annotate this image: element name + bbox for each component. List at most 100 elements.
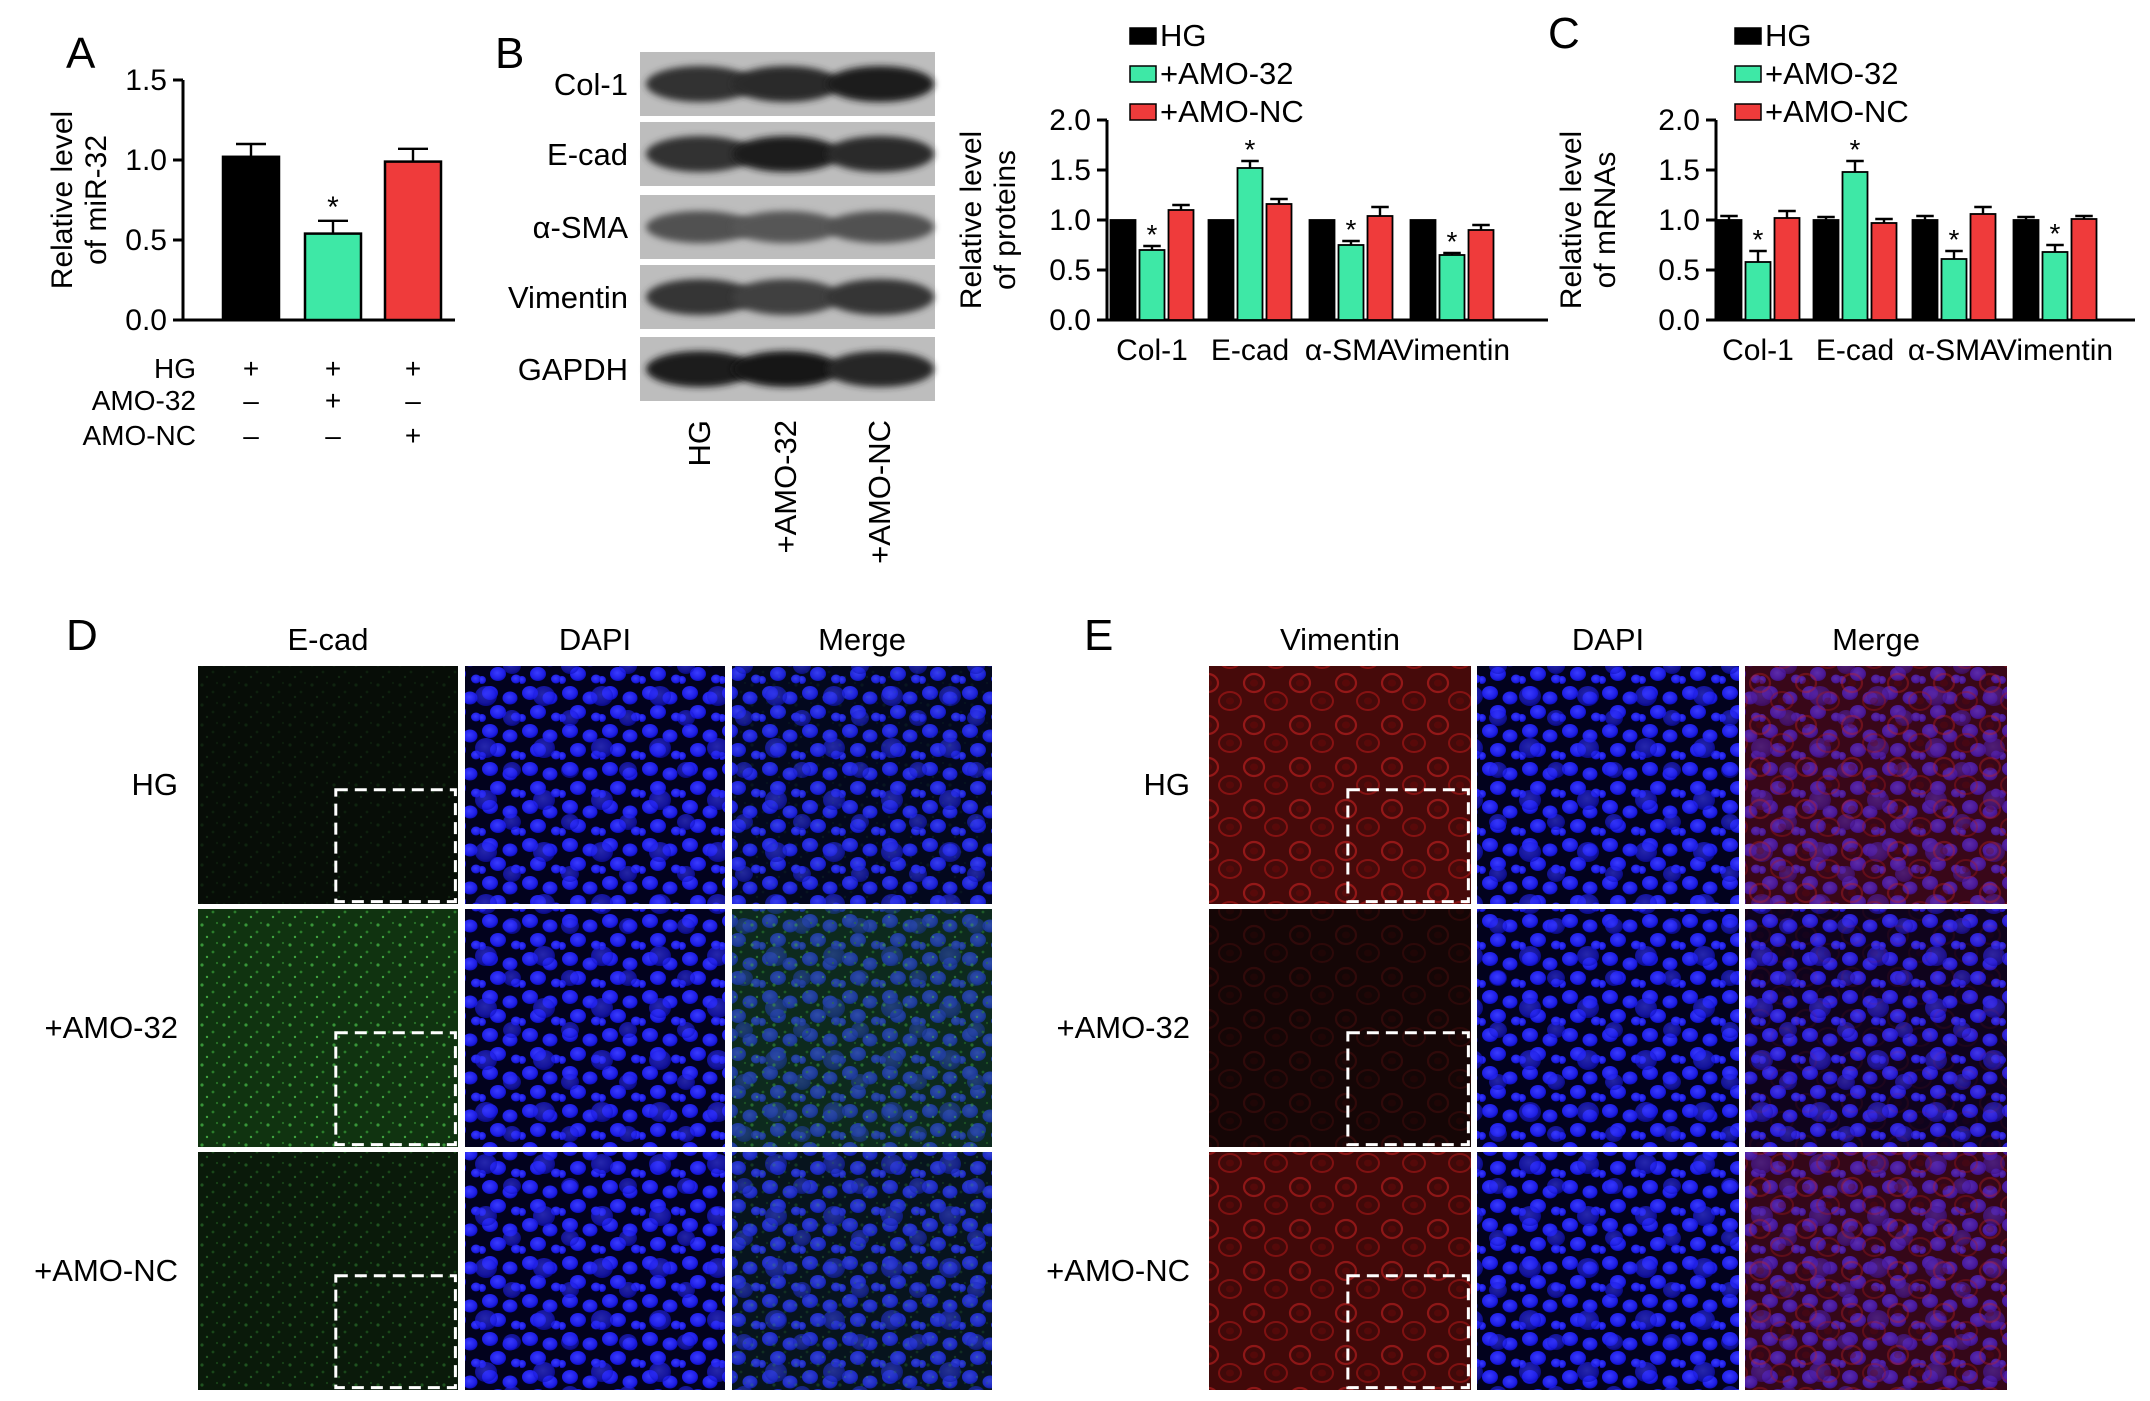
zoom-inset-box: [1346, 788, 1470, 904]
blot-row-label: α-SMA: [533, 210, 629, 245]
y-tick-label: 1.0: [125, 144, 167, 177]
legend-label: +AMO-NC: [1765, 94, 1909, 129]
treatment-cell: +: [243, 353, 259, 384]
bar-amo32: [1744, 261, 1772, 321]
blot-row-label: Col-1: [554, 67, 628, 102]
panel-letter-c: C: [1548, 9, 1580, 58]
legend-swatch: [1734, 103, 1762, 121]
y-tick-label: 0.5: [125, 224, 167, 257]
bar-amonc: [2070, 218, 2098, 321]
y-tick-label: 1.5: [1049, 154, 1091, 187]
nuclei-overlay: [465, 1152, 725, 1390]
merge-texture: [1745, 666, 2007, 904]
x-tick-label: α-SMA: [1305, 334, 1397, 367]
treatment-cell: +: [405, 420, 421, 451]
panel-letter-d: D: [66, 611, 98, 660]
bar-amo32: [1138, 249, 1166, 321]
nuclei-overlay: [1477, 909, 1739, 1147]
significance-star: *: [1447, 226, 1458, 257]
micrograph-vimentin: [1209, 1152, 1471, 1390]
significance-star: *: [327, 191, 339, 224]
micrograph-dapi: [1477, 909, 1739, 1147]
blot-band: [826, 66, 934, 102]
bar-hg: [221, 155, 281, 322]
western-blot: Col-1 E-cad α-SMA Vimentin GAPDH HG +AMO-32 +AM…: [508, 52, 935, 564]
stain-texture: [198, 1152, 458, 1390]
bar-amonc: [1969, 213, 1997, 321]
blot-row-α-sma: α-SMA: [533, 195, 935, 259]
micrograph-merge: [732, 1152, 992, 1390]
blot-band: [732, 136, 840, 172]
stain-texture: [1209, 666, 1471, 904]
y-tick-label: 2.0: [1658, 104, 1700, 137]
row-label: +AMO-NC: [34, 1253, 178, 1288]
micrograph-vimentin: [1209, 909, 1471, 1147]
nuclei-overlay: [465, 909, 725, 1147]
micrograph-merge: [1745, 909, 2007, 1147]
y-tick-label: 1.0: [1658, 204, 1700, 237]
bar-hg: [1911, 219, 1939, 321]
blot-band: [646, 211, 754, 243]
treatment-cell: +: [405, 353, 421, 384]
blot-lane-label: +AMO-NC: [862, 420, 897, 564]
blot-band: [732, 211, 840, 243]
x-tick-label: E-cad: [1816, 334, 1894, 367]
panel-letter-a: A: [66, 29, 96, 78]
column-header: Merge: [818, 622, 906, 657]
x-tick-label: Col-1: [1116, 334, 1188, 367]
merge-texture: [1745, 1152, 2007, 1390]
column-header: E-cad: [288, 622, 369, 657]
legend-label: +AMO-32: [1765, 56, 1899, 91]
treatment-cell: –: [243, 385, 259, 416]
significance-star: *: [2050, 218, 2061, 249]
row-label: +AMO-NC: [1046, 1253, 1190, 1288]
legend-label: HG: [1160, 18, 1207, 53]
blot-row-label: Vimentin: [508, 280, 628, 315]
row-label: +AMO-32: [44, 1010, 178, 1045]
treatment-cell: –: [243, 420, 259, 451]
significance-star: *: [1245, 134, 1256, 165]
bar-hg: [1715, 219, 1743, 321]
legend-label: +AMO-NC: [1160, 94, 1304, 129]
bar-amo-32: [303, 232, 363, 322]
blot-band: [646, 351, 754, 387]
blot-row-col-1: Col-1: [554, 52, 935, 116]
blot-band: [826, 136, 934, 172]
blot-band: [826, 279, 934, 315]
blot-row-e-cad: E-cad: [547, 122, 935, 186]
blot-row-vimentin: Vimentin: [508, 265, 935, 329]
blot-row-gapdh: GAPDH: [518, 337, 935, 401]
bar-hg: [1207, 219, 1235, 321]
y-tick-label: 0.0: [1658, 304, 1700, 337]
row-label: HG: [132, 767, 179, 802]
significance-star: *: [1949, 224, 1960, 255]
bar-amonc: [1773, 217, 1801, 321]
column-header: Merge: [1832, 622, 1920, 657]
micrograph-merge: [1745, 666, 2007, 904]
panel-letter-e: E: [1084, 611, 1113, 660]
y-axis-label: Relative levelof mRNAs: [1555, 131, 1622, 309]
significance-star: *: [1147, 219, 1158, 250]
bar-hg: [1109, 219, 1137, 321]
blot-row-label: E-cad: [547, 137, 628, 172]
merge-texture: [732, 1152, 992, 1390]
bar-amonc: [1167, 209, 1195, 321]
row-label: HG: [1144, 767, 1191, 802]
stain-texture: [1209, 909, 1471, 1147]
legend-swatch: [1734, 27, 1762, 45]
x-tick-label: Vimentin: [1394, 334, 1510, 367]
blot-band: [826, 211, 934, 243]
panel-e-immunofluorescence: Vimentin DAPI Merge HG +AMO-32 +AMO-NC: [1046, 622, 2007, 1390]
bar-hg: [1812, 219, 1840, 321]
micrograph-dapi: [465, 909, 725, 1147]
nuclei-overlay: [1477, 1152, 1739, 1390]
chart-b: 0.0 0.5 1.0 1.5 2.0 Relative levelof proteins…: [955, 18, 1548, 367]
bar-amonc: [1870, 222, 1898, 321]
blot-lane-label: +AMO-32: [768, 420, 803, 554]
stain-texture: [1209, 1152, 1471, 1390]
treatment-row-label: AMO-32: [92, 385, 196, 416]
panel-d-immunofluorescence: E-cad DAPI Merge HG +AMO-32 +AMO-NC: [34, 622, 992, 1390]
micrograph-merge: [1745, 1152, 2007, 1390]
merge-texture: [1745, 909, 2007, 1147]
